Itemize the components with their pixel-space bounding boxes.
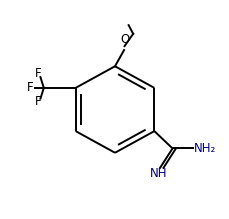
Text: F: F [35, 67, 41, 80]
Text: NH₂: NH₂ [193, 142, 215, 155]
Text: O: O [120, 33, 129, 46]
Text: F: F [27, 81, 33, 94]
Text: F: F [35, 95, 41, 108]
Text: NH: NH [150, 167, 167, 180]
